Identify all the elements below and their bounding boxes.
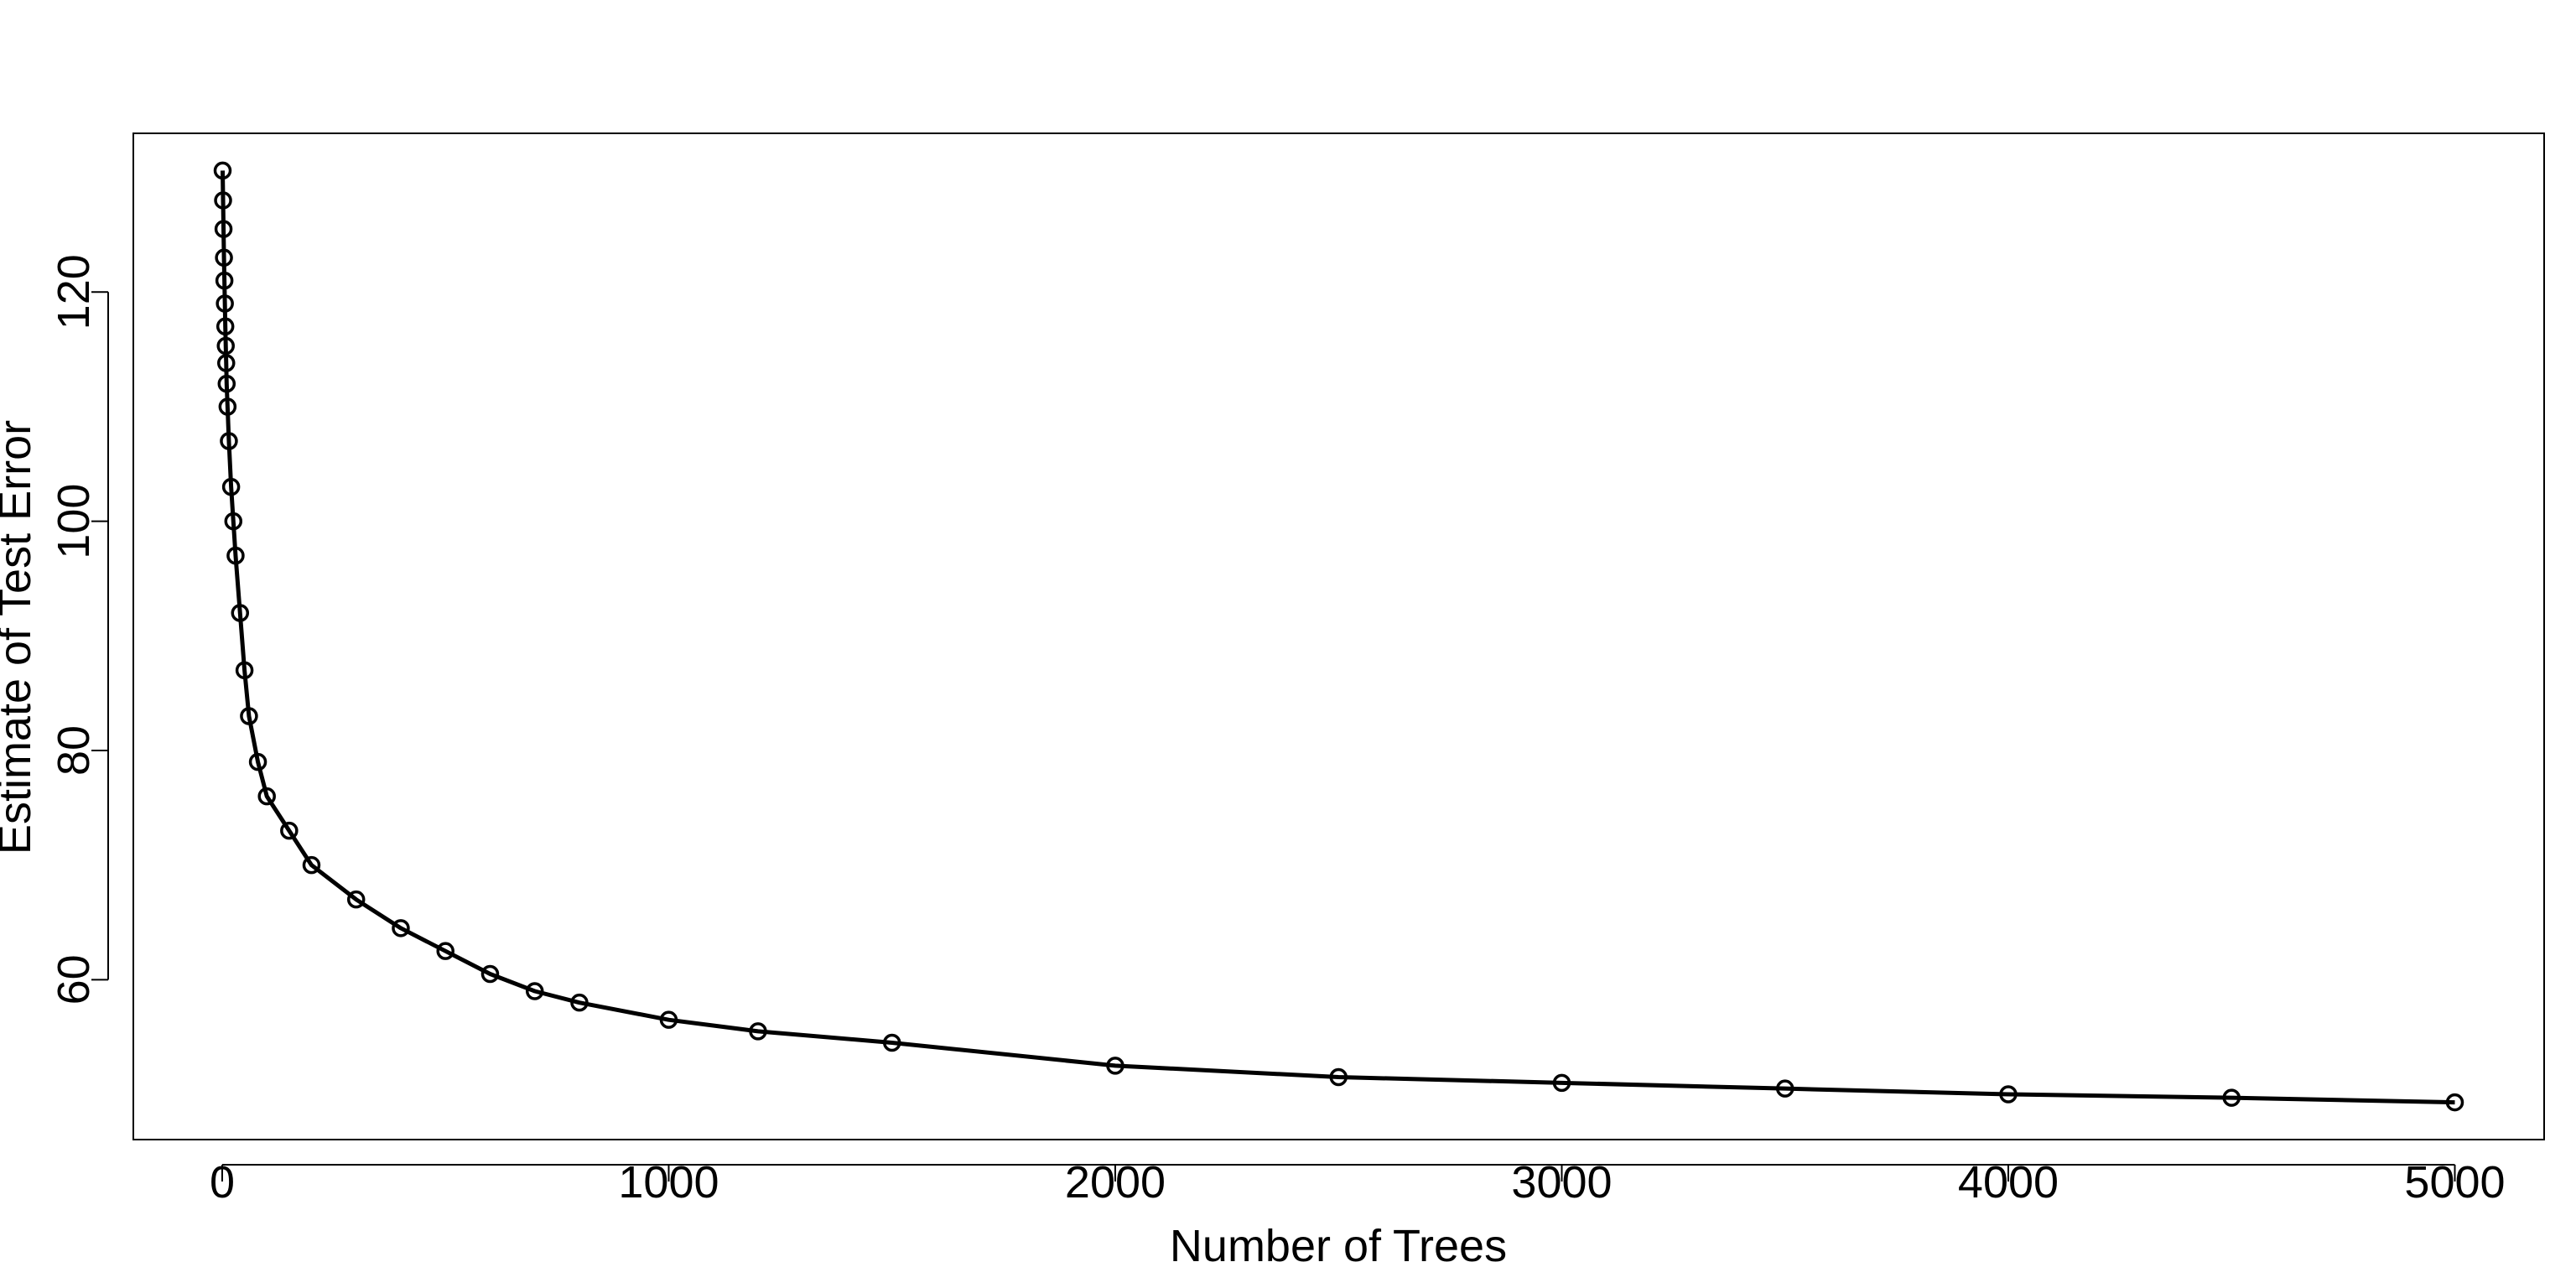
x-tick-label: 5000 <box>2404 1157 2505 1208</box>
data-point <box>257 787 276 806</box>
x-tick-label: 3000 <box>1511 1157 1612 1208</box>
data-point <box>2445 1093 2464 1112</box>
data-point <box>231 604 250 622</box>
data-point <box>2222 1088 2241 1107</box>
data-point <box>659 1010 678 1029</box>
data-point <box>215 271 234 290</box>
data-point <box>218 397 237 416</box>
data-point <box>302 855 321 875</box>
x-tick-label: 4000 <box>1958 1157 2059 1208</box>
data-point <box>216 317 235 336</box>
data-point <box>235 661 254 680</box>
data-point <box>214 220 233 238</box>
x-tick-label: 0 <box>210 1157 235 1208</box>
data-point <box>213 161 232 180</box>
data-point <box>221 477 241 496</box>
data-point <box>216 294 234 313</box>
data-point <box>217 354 236 372</box>
x-tick-label: 1000 <box>618 1157 719 1208</box>
data-point <box>224 512 243 531</box>
data-point <box>1999 1085 2018 1104</box>
data-point <box>214 191 232 210</box>
x-tick-label: 2000 <box>1065 1157 1166 1208</box>
data-point <box>525 982 544 1000</box>
data-point <box>1329 1067 1348 1087</box>
data-point <box>1775 1079 1794 1098</box>
data-point <box>240 707 258 725</box>
data-point <box>436 942 454 960</box>
data-point <box>248 752 267 771</box>
data-point <box>226 546 245 565</box>
y-tick-label: 80 <box>49 725 99 776</box>
data-point <box>1552 1073 1571 1093</box>
y-tick-label: 100 <box>49 484 99 559</box>
data-point <box>749 1022 767 1041</box>
data-point <box>480 964 500 984</box>
y-tick-label: 60 <box>49 954 99 1005</box>
data-point <box>570 993 589 1012</box>
data-point <box>220 432 238 450</box>
data-point <box>280 821 299 840</box>
x-axis-label: Number of Trees <box>1170 1221 1507 1271</box>
data-point <box>215 248 233 267</box>
data-point <box>882 1033 901 1052</box>
y-axis-label: Estimate of Test Error <box>0 420 40 854</box>
y-tick-label: 120 <box>49 254 99 330</box>
data-point <box>346 890 366 909</box>
data-point <box>217 374 236 393</box>
plot-frame <box>132 132 2545 1140</box>
data-point <box>1106 1057 1124 1075</box>
data-point <box>216 336 235 356</box>
data-line <box>221 170 2455 1105</box>
data-point <box>392 919 410 937</box>
